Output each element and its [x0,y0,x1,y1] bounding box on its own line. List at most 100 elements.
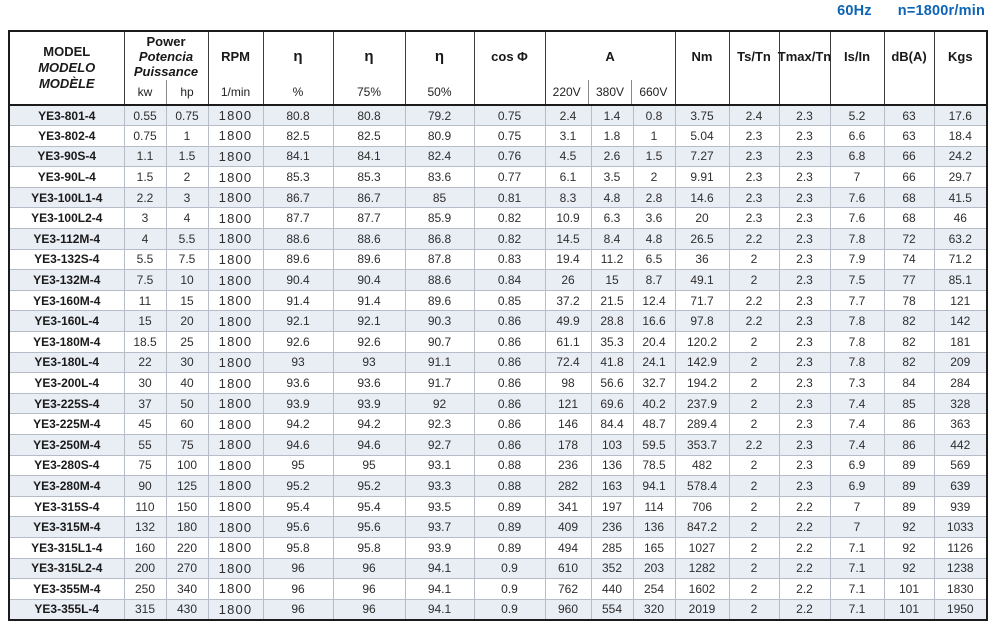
value-cell: 91.1 [404,351,475,374]
col-header-cos-phi: cos Φ [473,30,546,106]
speed-label: n=1800r/min [897,3,985,19]
value-cell: 2.3 [778,186,831,209]
value-cell: 0.83 [473,248,546,271]
value-cell: 94.1 [632,475,676,497]
value-cell: 96 [262,598,334,621]
value-cell: 0.81 [473,186,546,209]
value-cell: 1800 [207,413,264,435]
value-cell: 10.9 [544,207,592,230]
value-cell: 142.9 [674,351,730,374]
value-cell: 2.3 [778,269,831,291]
unit-660v: 660V [631,80,674,104]
value-cell: 96 [262,578,334,600]
value-cell: 5.5 [165,228,209,250]
value-cell: 0.88 [473,475,546,497]
value-cell: 200 [123,557,167,580]
value-cell: 93.5 [404,495,475,518]
value-cell: 78.5 [632,454,676,477]
value-cell: 25 [165,331,209,353]
value-cell: 3.5 [590,166,634,188]
value-cell: 36 [674,248,730,271]
value-cell: 94.6 [262,434,334,456]
value-cell: 610 [544,557,592,580]
col-header-kgs: Kgs [933,30,988,106]
value-cell: 2.3 [778,413,831,435]
value-cell: 146 [544,413,592,435]
value-cell: 66 [883,166,935,188]
value-cell: 98 [544,372,592,394]
value-cell: 61.1 [544,331,592,353]
value-cell: 85 [883,392,935,415]
table-row: YE3-802-4 0.75 1 1800 82.5 82.5 80.9 0.75 3.1 1.8… [8,125,988,147]
col-header-model: MODEL MODELO MODÈLE [8,30,125,106]
table-row: YE3-180M-4 18.5 25 1800 92.6 92.6 90.7 0.86 61.1… [8,331,988,353]
value-cell: 93.6 [332,372,406,394]
model-cell: YE3-280S-4 [8,454,125,477]
value-cell: 2.3 [778,475,831,497]
model-cell: YE3-180L-4 [8,351,125,374]
value-cell: 96 [332,578,406,600]
value-cell: 78 [883,289,935,312]
model-cell: YE3-160M-4 [8,289,125,312]
value-cell: 7.6 [829,186,885,209]
value-cell: 2.3 [778,434,831,456]
value-cell: 1.8 [590,125,634,147]
eta-label: η [293,47,303,65]
value-cell: 6.3 [590,207,634,230]
value-cell: 639 [933,475,988,497]
value-cell: 1800 [207,331,264,353]
col-header-is-in: Is/In [829,30,885,106]
value-cell: 353.7 [674,434,730,456]
value-cell: 90.4 [332,269,406,291]
table-row: YE3-160L-4 15 20 1800 92.1 92.1 90.3 0.86 49.9 28… [8,310,988,333]
value-cell: 29.7 [933,166,988,188]
value-cell: 30 [123,372,167,394]
value-cell: 101 [883,578,935,600]
value-cell: 2.3 [778,331,831,353]
col-header-tmax-tn: Tmax/Tn [778,30,831,106]
value-cell: 2 [728,372,780,394]
value-cell: 15 [165,289,209,312]
value-cell: 1800 [207,392,264,415]
unit-rpm: 1/min [220,85,251,99]
value-cell: 2.2 [728,434,780,456]
title-bar: 60Hz n=1800r/min [837,3,985,19]
value-cell: 160 [123,536,167,559]
value-cell: 0.9 [473,557,546,580]
value-cell: 89.6 [332,248,406,271]
value-cell: 2.3 [778,207,831,230]
value-cell: 63 [883,104,935,127]
value-cell: 440 [590,578,634,600]
value-cell: 37.2 [544,289,592,312]
value-cell: 86.7 [262,186,334,209]
value-cell: 82 [883,331,935,353]
value-cell: 93.6 [262,372,334,394]
value-cell: 1800 [207,186,264,209]
value-cell: 1800 [207,104,264,127]
value-cell: 220 [165,536,209,559]
value-cell: 0.77 [473,166,546,188]
value-cell: 0.86 [473,372,546,394]
value-cell: 762 [544,578,592,600]
value-cell: 1 [632,125,676,147]
value-cell: 0.89 [473,516,546,538]
value-cell: 250 [123,578,167,600]
value-cell: 0.82 [473,207,546,230]
value-cell: 84.4 [590,413,634,435]
value-cell: 2.3 [728,186,780,209]
value-cell: 847.2 [674,516,730,538]
value-cell: 59.5 [632,434,676,456]
value-cell: 49.1 [674,269,730,291]
unit-eta-75: 75% [357,85,382,99]
value-cell: 1.4 [590,104,634,127]
value-cell: 7 [829,495,885,518]
value-cell: 63.2 [933,228,988,250]
value-cell: 2.3 [728,207,780,230]
value-cell: 4.8 [590,186,634,209]
col-header-db: dB(A) [883,30,935,106]
value-cell: 1830 [933,578,988,600]
value-cell: 26.5 [674,228,730,250]
table-row: YE3-132S-4 5.5 7.5 1800 89.6 89.6 87.8 0.83 19.4… [8,248,988,271]
model-cell: YE3-200L-4 [8,372,125,394]
value-cell: 1126 [933,536,988,559]
